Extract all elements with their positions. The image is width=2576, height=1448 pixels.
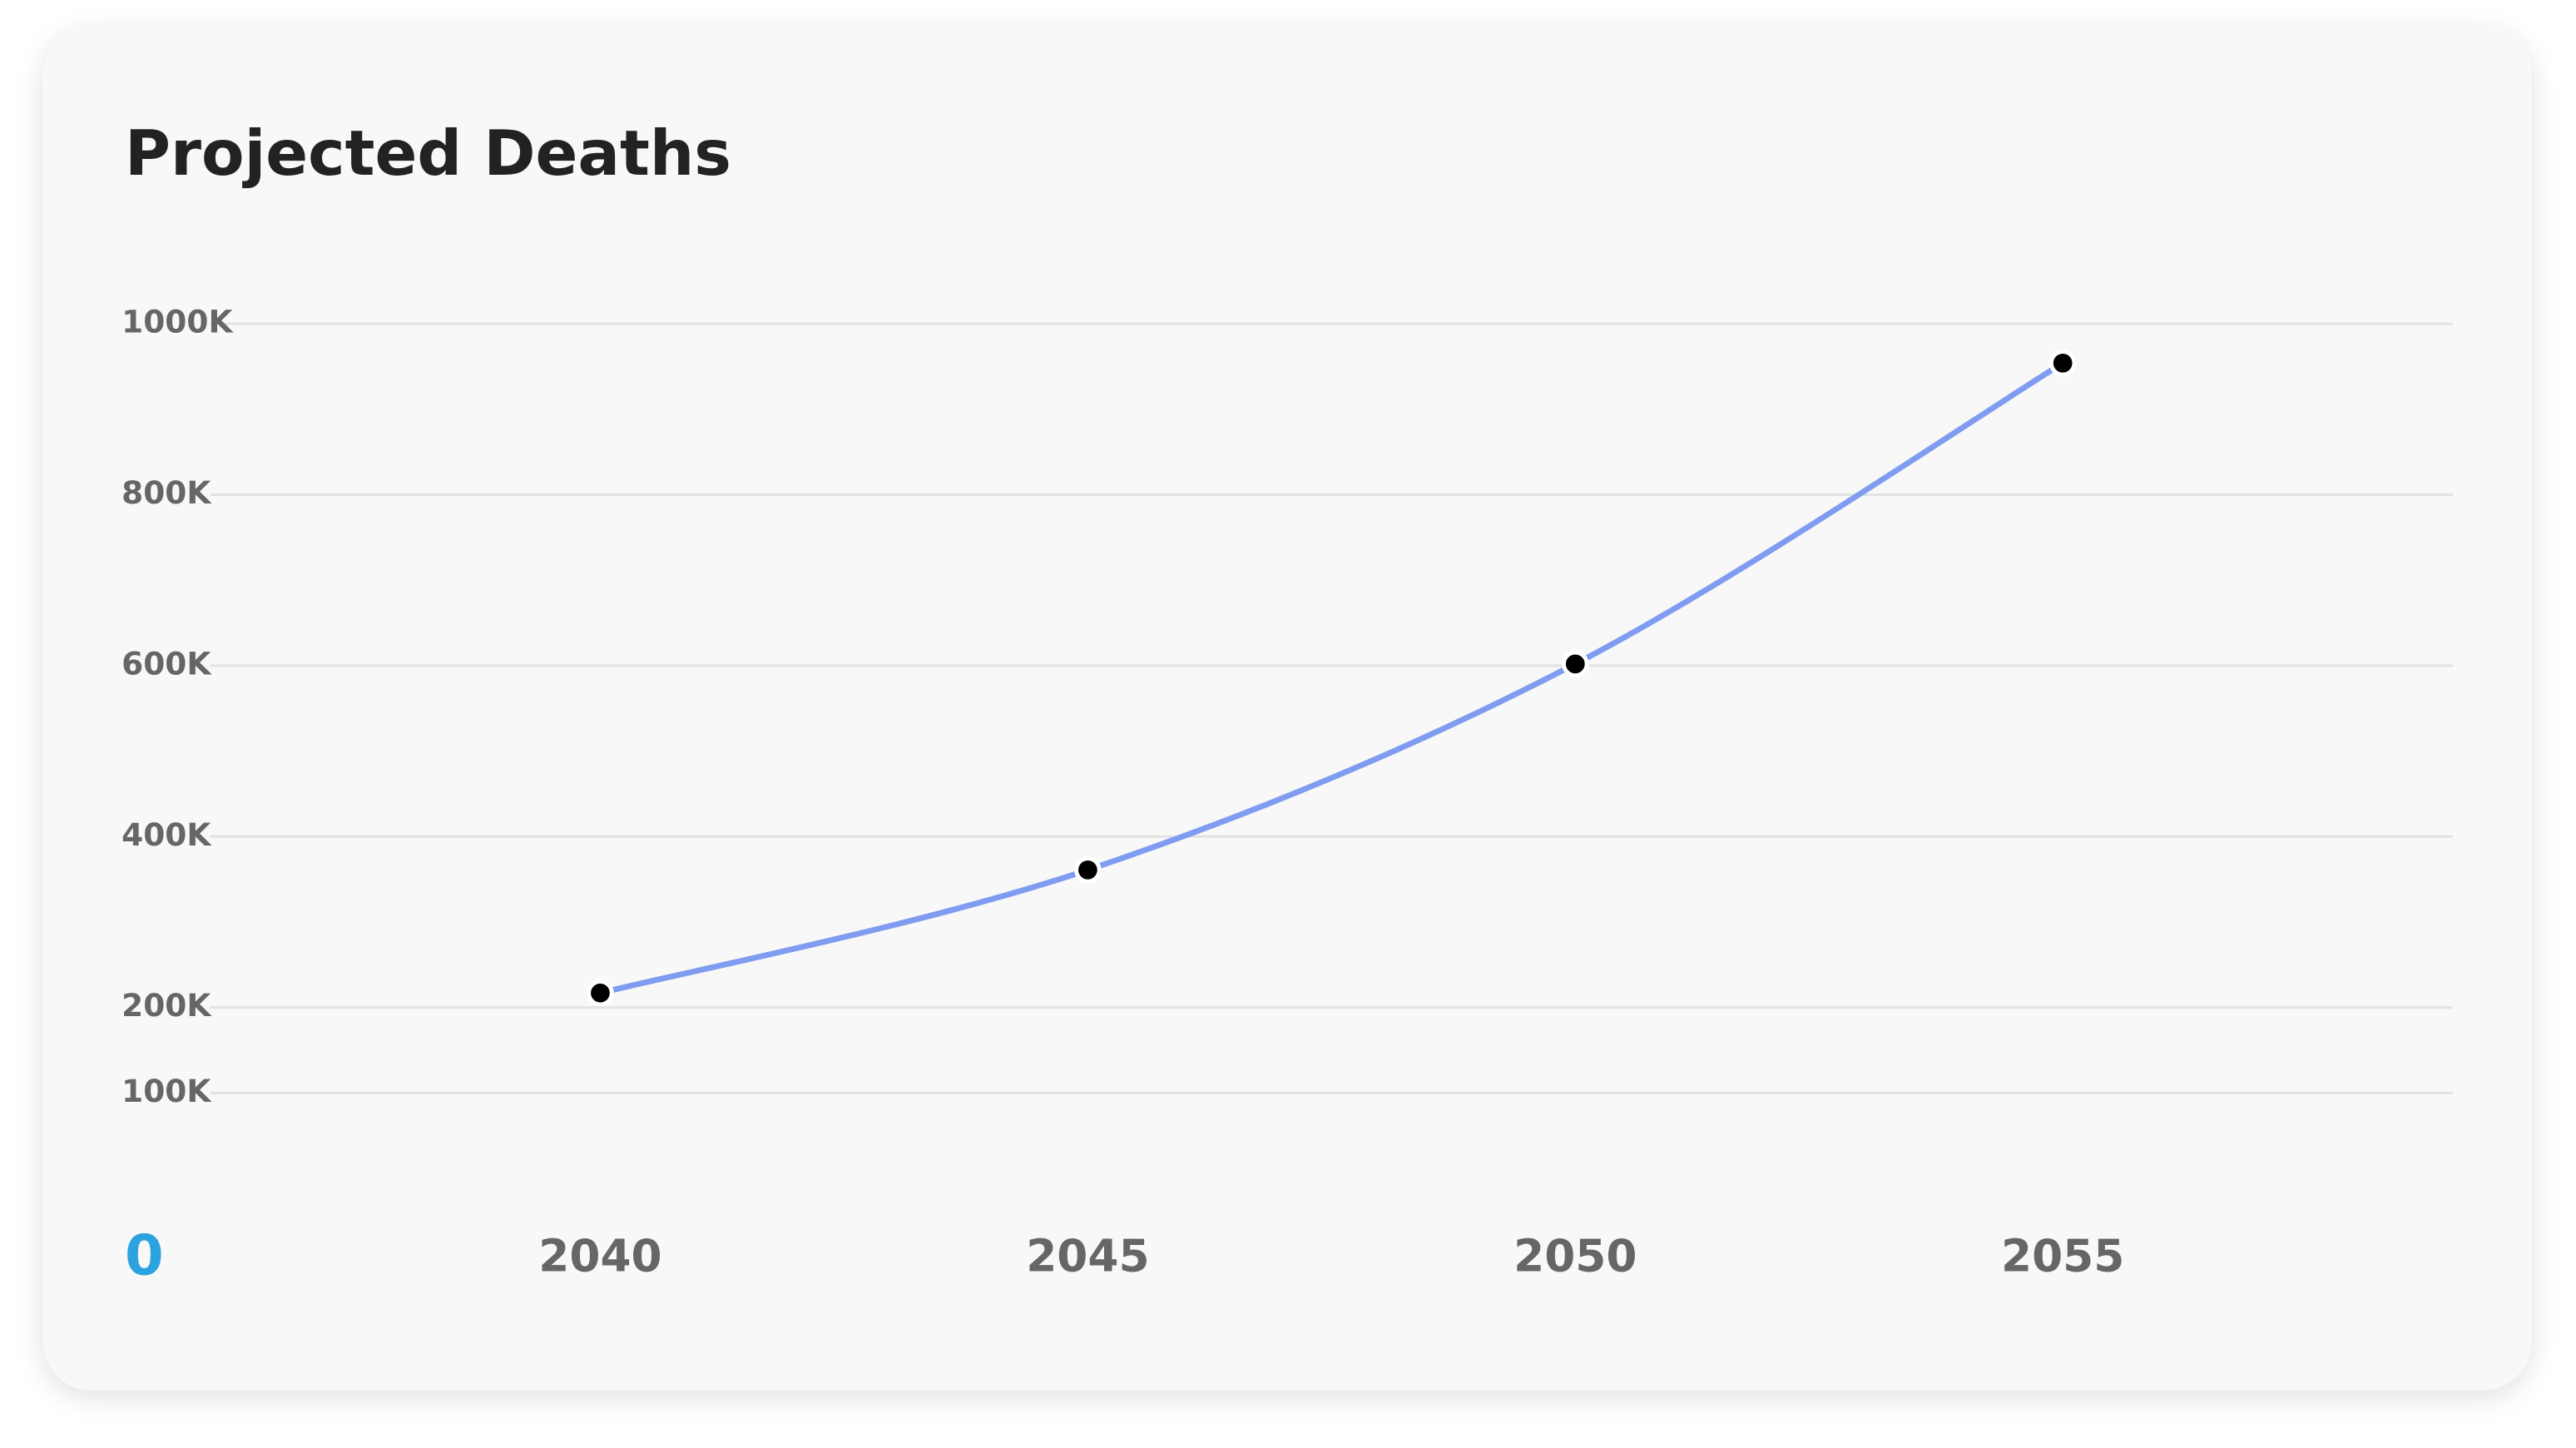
data-point [1074,856,1102,884]
y-tick-label: 600K [121,645,212,682]
y-tick-label: 1000K [121,304,234,340]
y-tick-label: 100K [121,1073,212,1109]
x-tick-label: 2055 [2001,1231,2124,1282]
y-tick-label: 200K [121,987,212,1024]
y-tick-label: 400K [121,816,212,853]
card [42,26,2532,1391]
x-tick-label: 2040 [538,1231,661,1282]
data-point [587,979,614,1007]
x-tick-label: 2050 [1513,1231,1637,1282]
data-point [2048,350,2077,377]
y-tick-label: 800K [121,474,212,511]
x-tick-label: 2045 [1026,1231,1149,1282]
series-line [599,360,2065,996]
data-point [1561,650,1589,678]
chart-title: Projected Deaths [125,117,731,190]
origin-label: 0 [125,1222,164,1287]
